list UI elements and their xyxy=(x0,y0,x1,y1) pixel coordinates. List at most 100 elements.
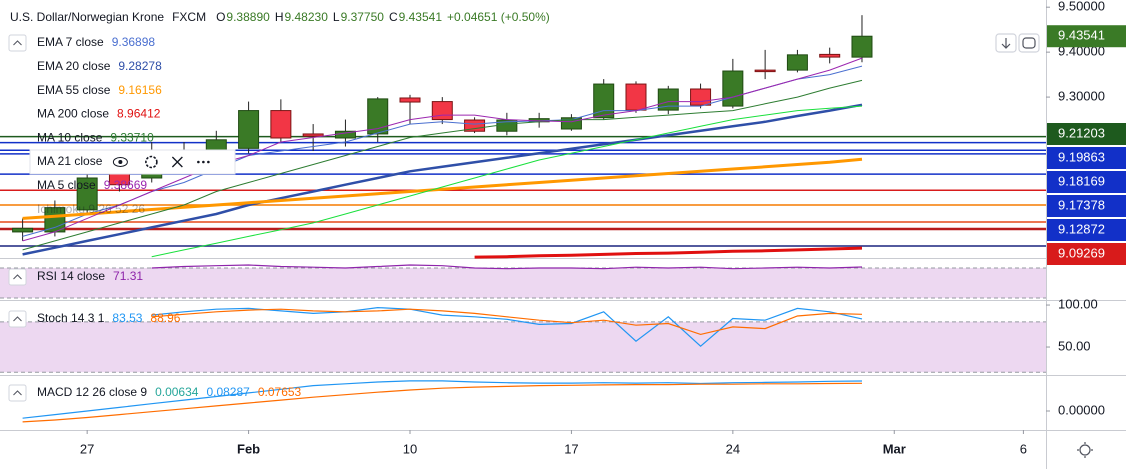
candle-body xyxy=(560,117,582,130)
ohlc-value: 9.38890 xyxy=(226,10,270,24)
level-label: 9.21203 xyxy=(1058,125,1105,140)
legend-name: Stoch 14 3 1 xyxy=(37,311,105,325)
level-label-box xyxy=(1047,147,1126,169)
x-tick-label: Feb xyxy=(237,441,260,456)
collapse-button[interactable] xyxy=(8,34,27,52)
level-label: 9.12872 xyxy=(1058,221,1105,236)
collapse-icon xyxy=(13,40,22,46)
ohlc-value: 9.37750 xyxy=(341,10,385,24)
x-tick-label: 27 xyxy=(80,441,94,456)
legend-name: Ichimoku 9 26 52 26 xyxy=(37,202,145,216)
candle-body xyxy=(754,69,776,73)
legend-value: 0.00634 xyxy=(155,385,199,399)
candle-body xyxy=(819,53,841,58)
y-tick-label: 0.00000 xyxy=(1058,402,1105,417)
legend-hover-box xyxy=(29,149,236,175)
series-line xyxy=(22,57,863,242)
symbol: U.S. Dollar/Norwegian Krone xyxy=(10,10,164,24)
series-line xyxy=(22,382,863,423)
legend-name: RSI 14 close xyxy=(37,269,105,283)
legend-value: 88.96 xyxy=(150,311,180,325)
band xyxy=(0,267,1046,298)
series-line xyxy=(22,79,863,251)
settings-icon[interactable] xyxy=(1079,444,1091,456)
x-tick-label: 6 xyxy=(1020,441,1027,456)
button-frame[interactable] xyxy=(1018,33,1040,53)
legend-name: MA 200 close xyxy=(37,107,109,121)
x-tick-label: 24 xyxy=(726,441,740,456)
last-price-box xyxy=(1047,25,1126,48)
legend-name: MA 10 close xyxy=(37,130,103,144)
button-frame[interactable] xyxy=(995,33,1017,53)
level-label-box xyxy=(1047,123,1126,145)
series-line xyxy=(22,380,863,419)
legend-value: 9.28278 xyxy=(118,59,162,73)
candle-body xyxy=(76,177,98,211)
level-label-box xyxy=(1047,243,1126,265)
more-icon xyxy=(207,160,210,164)
series-line xyxy=(22,157,863,220)
legend-value: 9.36898 xyxy=(112,35,156,49)
level-label: 9.18169 xyxy=(1058,173,1105,188)
level-label-box xyxy=(1047,171,1126,193)
candle-body xyxy=(657,88,679,111)
eye-icon xyxy=(112,157,128,167)
level-label: 9.17378 xyxy=(1058,197,1105,212)
legend-name: MA 5 close xyxy=(37,178,96,192)
series-line xyxy=(151,105,863,258)
remove-icon xyxy=(171,156,183,168)
candle-body xyxy=(302,133,324,137)
collapse-icon xyxy=(13,316,22,322)
level-label: 9.09269 xyxy=(1058,245,1105,260)
candle-body xyxy=(431,101,453,121)
candle-body xyxy=(205,139,227,151)
legend-value: 0.07653 xyxy=(258,385,302,399)
legend-name: MACD 12 26 close 9 xyxy=(37,385,147,399)
eye-icon xyxy=(118,160,123,164)
y-tick-label: 9.30000 xyxy=(1058,89,1105,104)
candle-body xyxy=(625,83,647,111)
candle-body xyxy=(238,110,260,149)
ohlc-key: H xyxy=(275,10,284,24)
x-tick-label: 17 xyxy=(564,441,578,456)
collapse-button[interactable] xyxy=(8,310,27,328)
ohlc-key: C xyxy=(389,10,398,24)
candle-body xyxy=(399,97,421,103)
reset-icon xyxy=(1022,37,1036,49)
legend-value: 9.38669 xyxy=(104,178,148,192)
gear-icon xyxy=(145,155,158,169)
series-line xyxy=(22,65,863,237)
ohlc-value: 9.48230 xyxy=(284,10,328,24)
series-line xyxy=(151,264,863,270)
legend-name: MA 21 close xyxy=(37,154,103,168)
change: +0.04651 (+0.50%) xyxy=(447,10,550,24)
scroll-down-icon xyxy=(1001,38,1011,49)
legend-value: 71.31 xyxy=(113,269,143,283)
y-tick-label: 100.00 xyxy=(1058,296,1098,311)
y-tick-label: 9.40000 xyxy=(1058,44,1105,59)
collapse-button[interactable] xyxy=(8,268,27,286)
last-price-label: 9.43541 xyxy=(1058,28,1105,43)
more-icon xyxy=(197,160,200,164)
series-line xyxy=(22,103,863,256)
settings-icon xyxy=(1077,442,1093,458)
more-icon xyxy=(202,160,205,164)
candle-body xyxy=(270,110,292,139)
x-tick-label: Mar xyxy=(883,441,906,456)
level-label-box xyxy=(1047,219,1126,241)
candle-body xyxy=(690,88,712,106)
level-label-box xyxy=(1047,195,1126,217)
collapse-button[interactable] xyxy=(8,384,27,402)
legend-value: 9.33710 xyxy=(110,130,154,144)
candle-body xyxy=(464,119,486,132)
legend-name: EMA 55 close xyxy=(37,83,111,97)
y-tick-label: 9.50000 xyxy=(1058,0,1105,14)
candle-body xyxy=(722,70,744,107)
legend-value: 8.96412 xyxy=(117,107,161,121)
ohlc-key: O xyxy=(216,10,225,24)
toolbar-icons xyxy=(995,33,1093,458)
legend-value: 0.08287 xyxy=(206,385,250,399)
